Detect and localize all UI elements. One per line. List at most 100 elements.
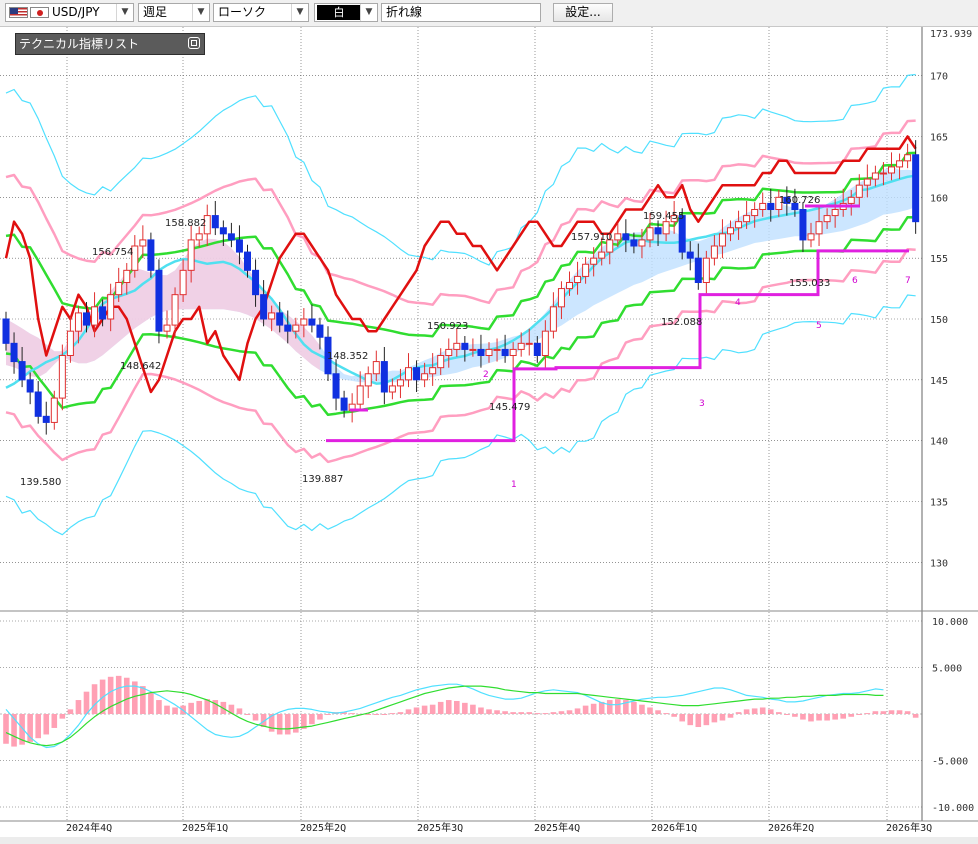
oscillator-bar: [132, 681, 138, 714]
chevron-down-icon[interactable]: ▼: [360, 4, 377, 21]
chart-type-select[interactable]: ローソク ▼: [213, 3, 309, 22]
candle-up: [91, 306, 99, 326]
restore-icon[interactable]: [188, 37, 200, 49]
oscillator-bar: [421, 705, 428, 714]
candle-down: [99, 306, 107, 320]
chevron-down-icon[interactable]: ▼: [291, 4, 308, 21]
oscillator-bar: [83, 691, 90, 714]
candle-down: [284, 324, 292, 332]
candle-up: [775, 196, 783, 210]
oscillator-bar: [639, 704, 645, 714]
price-annotation: 148.642: [120, 361, 161, 372]
price-annotations: 156.754 148.642 139.580 158.882 139.887 148.3…: [20, 195, 830, 488]
candle-up: [187, 239, 195, 271]
oscillator-bar: [727, 714, 734, 718]
candle-up: [759, 202, 767, 211]
oscillator-bar: [623, 700, 629, 714]
price-annotation: 156.754: [92, 247, 133, 258]
horizontal-scrollbar: [0, 837, 978, 844]
candle-up: [879, 172, 887, 175]
oscillator-tick-label: -10.000: [932, 803, 974, 814]
oscillator-bar: [381, 714, 388, 715]
time-axis-label: 2026年2Q: [768, 821, 814, 834]
candle-up: [751, 209, 759, 217]
candle-down: [767, 202, 775, 211]
oscillator-bar: [912, 714, 919, 718]
candles: [2, 140, 920, 435]
step-number-label: 5: [816, 321, 822, 331]
grid: [0, 27, 922, 821]
candle-down: [654, 227, 662, 235]
price-tick-label: 165: [930, 133, 948, 144]
price-tick-label: 155: [930, 254, 948, 265]
chevron-down-icon[interactable]: ▼: [116, 4, 133, 21]
oscillator-bar: [486, 709, 492, 714]
step-number-label: 1: [511, 480, 517, 490]
time-axis-label: 2025年3Q: [417, 821, 463, 834]
candle-down: [260, 294, 268, 320]
oscillator-bar: [341, 712, 347, 714]
oscillator-bar: [123, 677, 130, 714]
bollinger-lower-1sigma: [5, 247, 916, 464]
target-step-line: [326, 249, 909, 443]
candle-up: [855, 184, 863, 198]
oscillator-bar: [647, 707, 653, 714]
candle-down: [799, 209, 807, 241]
oscillator-bar: [832, 714, 838, 720]
candle-up: [123, 269, 131, 284]
oscillator-bar: [293, 714, 299, 733]
color-mode-select[interactable]: 白 ▼: [314, 3, 378, 22]
oscillator-bar: [751, 708, 758, 714]
oscillator-bar: [260, 714, 267, 728]
candle-down: [252, 269, 260, 296]
technical-indicator-panel[interactable]: テクニカル指標リスト: [15, 33, 205, 55]
oscillator-bar: [389, 713, 396, 715]
candle-up: [66, 330, 74, 356]
candle-down: [276, 312, 284, 326]
lagging-span-line: [4, 135, 917, 394]
axes: 130135140145150155160165170173.9392024年4…: [0, 27, 978, 844]
settings-button[interactable]: 設定...: [553, 3, 613, 22]
panel-title: テクニカル指標リスト: [19, 37, 140, 51]
candle-up: [115, 282, 123, 296]
candle-up: [807, 233, 815, 241]
oscillator-bar: [800, 714, 806, 720]
candle-up: [638, 239, 646, 247]
candle-down: [227, 233, 235, 241]
candle-down: [783, 196, 791, 204]
symbol-select[interactable]: USD/JPY ▼: [5, 3, 134, 22]
oscillator-bar: [59, 714, 66, 719]
oscillator-bar: [309, 714, 315, 725]
chevron-down-icon[interactable]: ▼: [192, 4, 209, 21]
us-flag-icon: [9, 7, 28, 18]
oscillator-bar: [566, 710, 573, 714]
candle-up: [364, 373, 372, 387]
candle-up: [904, 154, 912, 162]
candle-down: [244, 251, 251, 271]
oscillator-bar: [437, 701, 444, 714]
line-type-label: 折れ線: [386, 5, 423, 19]
period-select[interactable]: 週足 ▼: [138, 3, 210, 22]
oscillator-bar: [115, 675, 122, 714]
candle-up: [670, 215, 678, 223]
candle-up: [445, 348, 453, 356]
candle-up: [485, 348, 493, 356]
oscillator-bar: [590, 703, 597, 714]
oscillator-bar: [840, 714, 846, 719]
oscillator-bar: [19, 714, 25, 745]
candle-down: [219, 227, 227, 235]
oscillator-bar: [445, 700, 452, 714]
candle-down: [791, 202, 799, 211]
candle-up: [831, 209, 839, 217]
candle-up: [574, 275, 582, 283]
candle-up: [549, 306, 557, 332]
oscillator-bar: [196, 700, 202, 714]
oscillator-bar: [91, 684, 98, 714]
candle-down: [42, 415, 50, 423]
oscillator-bar: [502, 711, 508, 714]
oscillator-bar: [413, 707, 420, 714]
oscillator-bar: [792, 714, 798, 717]
oscillator-bar: [268, 714, 275, 732]
candle-down: [211, 215, 219, 229]
line-type-field[interactable]: 折れ線: [381, 3, 541, 22]
